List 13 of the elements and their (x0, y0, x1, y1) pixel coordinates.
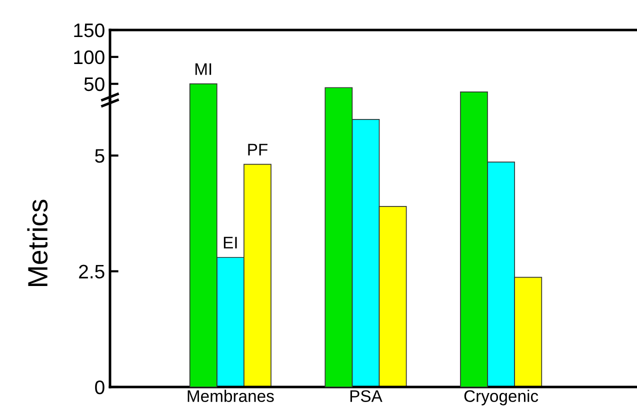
y-tick-label: 0 (95, 380, 104, 394)
series-label: PF (248, 144, 268, 156)
x-tick-label: Membranes (188, 390, 274, 402)
y-tick-label: 100 (74, 50, 104, 64)
x-tick-label: PSA (350, 390, 382, 402)
series-label: MI (195, 63, 212, 75)
series-label: EI (224, 236, 237, 248)
y-axis-title: Metrics (27, 200, 48, 286)
x-tick-label: Cryogenic (464, 390, 538, 406)
y-tick-label: 5 (95, 149, 104, 163)
y-tick-label: 50 (84, 77, 104, 92)
y-tick-label: 150 (74, 23, 104, 38)
y-tick-label: 2.5 (79, 264, 104, 279)
